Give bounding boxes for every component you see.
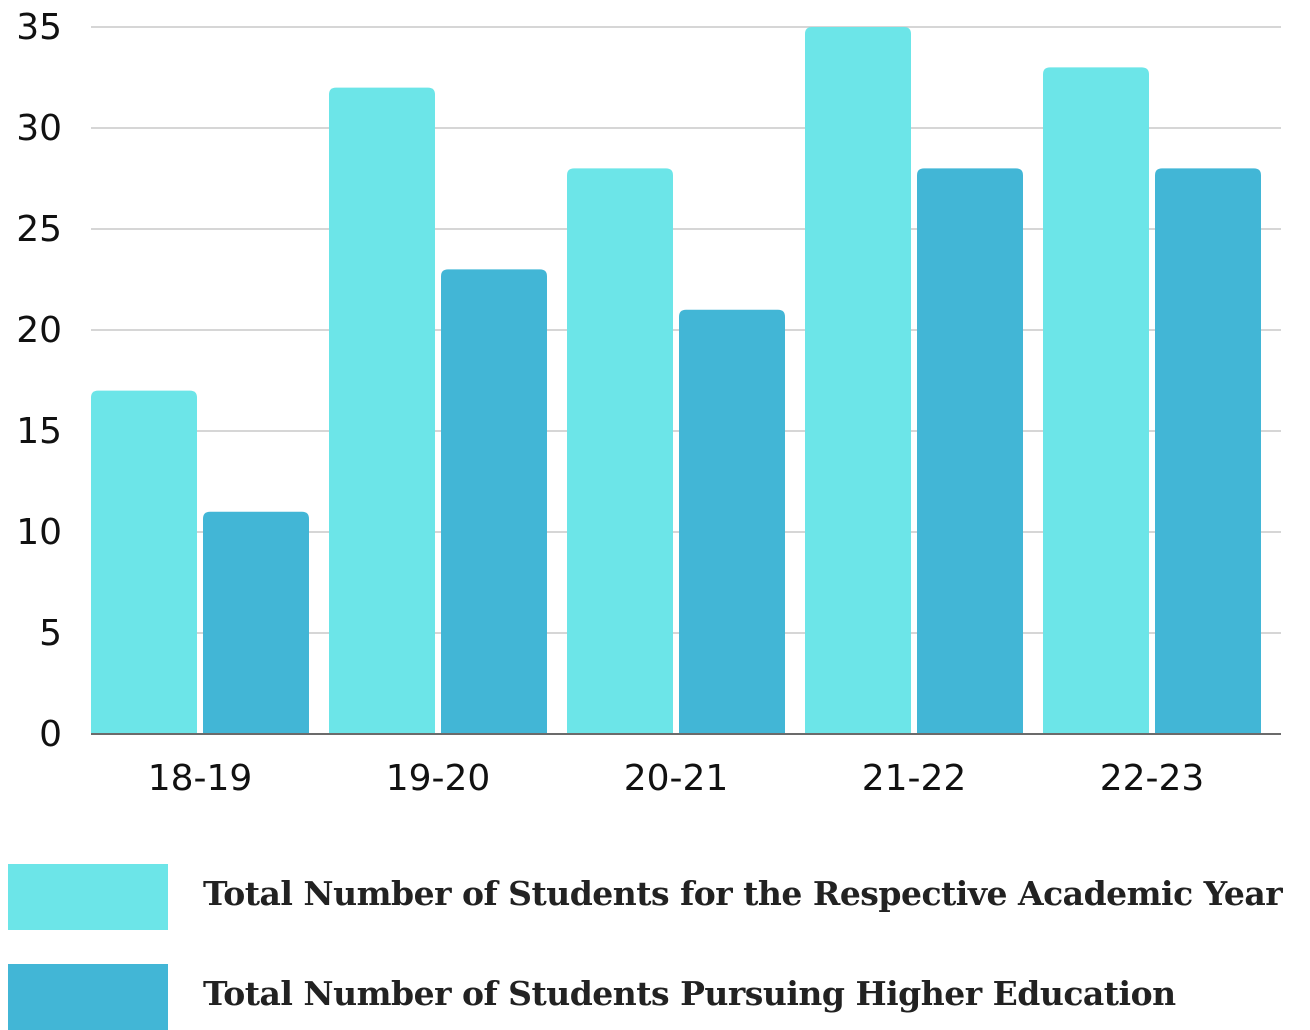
- bar-higher-education-21-22: [917, 168, 1023, 734]
- bar-higher-education-18-19: [203, 511, 309, 734]
- y-tick-label: 30: [16, 108, 62, 149]
- x-tick-label: 21-22: [862, 758, 967, 799]
- bars: [91, 27, 1261, 735]
- bar-higher-education-19-20: [441, 269, 547, 734]
- y-tick-label: 5: [39, 613, 62, 654]
- x-tick-label: 22-23: [1100, 758, 1205, 799]
- y-tick-label: 0: [39, 714, 62, 755]
- y-tick-label: 15: [16, 411, 62, 452]
- legend-label-higher-education: Total Number of Students Pursuing Higher…: [203, 974, 1176, 1013]
- y-tick-label: 20: [16, 310, 62, 351]
- legend-swatch-higher-education: [8, 964, 168, 1030]
- bar-higher-education-22-23: [1155, 168, 1261, 734]
- x-tick-label: 20-21: [624, 758, 729, 799]
- legend-swatch-total-students: [8, 864, 168, 930]
- y-tick-label: 10: [16, 512, 62, 553]
- legend-item-higher-education: Total Number of Students Pursuing Higher…: [8, 964, 1308, 1030]
- x-tick-label: 18-19: [148, 758, 253, 799]
- x-tick-label: 19-20: [386, 758, 491, 799]
- bar-chart: 0 5 10 15 20 25 30 35 18-19 19-20 20-21 21-22 22-23: [16, 7, 1281, 799]
- legend-label-total-students: Total Number of Students for the Respect…: [203, 874, 1283, 913]
- bar-higher-education-20-21: [679, 309, 785, 734]
- bar-total-students-20-21: [567, 168, 673, 734]
- bar-total-students-22-23: [1043, 67, 1149, 734]
- y-tick-label: 35: [16, 7, 62, 48]
- x-axis-ticks: 18-19 19-20 20-21 21-22 22-23: [148, 758, 1205, 799]
- bar-total-students-18-19: [91, 390, 197, 734]
- bar-total-students-21-22: [805, 27, 911, 734]
- legend-item-total-students: Total Number of Students for the Respect…: [8, 864, 1308, 930]
- y-tick-label: 25: [16, 209, 62, 250]
- bar-total-students-19-20: [329, 87, 435, 735]
- y-axis-ticks: 0 5 10 15 20 25 30 35: [16, 7, 62, 755]
